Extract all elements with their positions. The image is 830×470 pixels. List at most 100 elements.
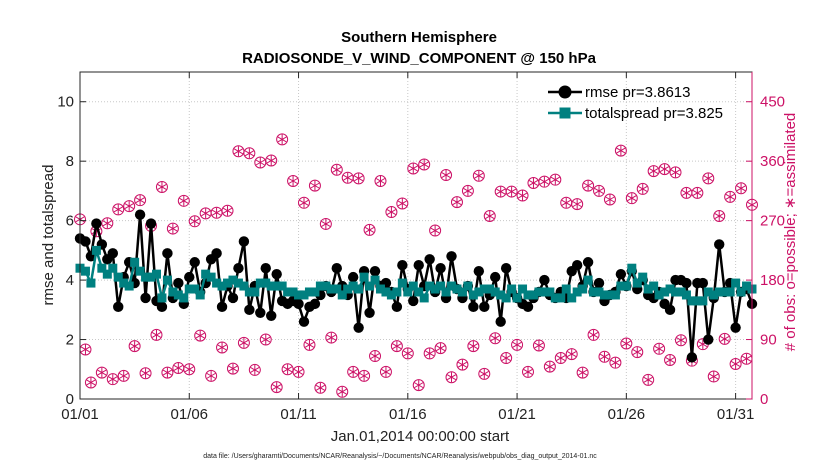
y-tick-label: 2: [66, 332, 74, 349]
totalspread-point: [605, 290, 615, 300]
totalspread-point: [539, 287, 549, 297]
y-tick-label: 4: [66, 272, 74, 289]
totalspread-point: [616, 281, 626, 291]
obs-possible-marker: [401, 347, 414, 360]
totalspread-point: [698, 296, 708, 306]
totalspread-point: [731, 278, 741, 288]
obs-assimilated-marker: [375, 176, 386, 186]
rmse-point: [162, 248, 173, 259]
rmse-point: [134, 209, 146, 220]
totalspread-point: [583, 275, 593, 285]
x-tick-label: 01/26: [608, 406, 646, 423]
totalspread-point: [479, 284, 489, 294]
totalspread-point: [102, 269, 112, 279]
obs-possible-marker: [112, 203, 125, 216]
obs-possible-marker: [549, 173, 562, 186]
totalspread-point: [561, 284, 571, 294]
x-tick-label: 01/21: [498, 406, 536, 423]
y-tick-label: 0: [66, 391, 74, 408]
obs-assimilated-marker: [643, 374, 653, 385]
obs-assimilated-marker: [654, 343, 664, 354]
totalspread-point: [299, 290, 309, 300]
obs-assimilated-marker: [239, 337, 249, 348]
obs-assimilated-marker: [572, 199, 582, 210]
totalspread-point: [381, 287, 391, 297]
obs-assimilated-marker: [359, 370, 369, 381]
obs-possible-marker: [161, 366, 174, 379]
totalspread-point: [687, 296, 697, 306]
rmse-point: [490, 271, 501, 283]
obs-assimilated-marker: [272, 382, 282, 393]
obs-assimilated-marker: [632, 347, 642, 358]
obs-assimilated-marker: [195, 330, 205, 341]
totalspread-point: [130, 257, 140, 267]
footnote: data file: /Users/gharamti/Documents/NCA…: [203, 453, 597, 460]
totalspread-point: [261, 278, 271, 288]
rmse-point: [211, 248, 222, 259]
obs-possible-marker: [614, 144, 627, 157]
rmse-point: [353, 322, 364, 333]
totalspread-point: [244, 287, 254, 297]
obs-possible-marker: [369, 350, 382, 363]
obs-assimilated-marker: [594, 185, 604, 196]
totalspread-point: [665, 284, 675, 294]
obs-possible-marker: [576, 366, 589, 379]
totalspread-point: [212, 278, 222, 288]
obs-assimilated-marker: [381, 366, 391, 377]
obs-assimilated-marker: [627, 193, 637, 204]
rmse-point: [293, 298, 304, 310]
obs-possible-marker: [554, 352, 567, 365]
obs-assimilated-marker: [725, 191, 735, 202]
totalspread-point: [594, 287, 604, 297]
rmse-point: [435, 263, 446, 274]
obs-assimilated-marker: [217, 342, 227, 353]
obs-assimilated-marker: [255, 157, 265, 168]
y-tick-label: 6: [66, 213, 74, 230]
obs-assimilated-marker: [556, 353, 566, 364]
obs-assimilated-marker: [446, 372, 457, 383]
obs-assimilated-marker: [599, 351, 610, 362]
y2-tick-label: 90: [760, 332, 777, 349]
obs-assimilated-marker: [605, 194, 615, 205]
totalspread-point: [119, 278, 129, 288]
obs-assimilated-marker: [315, 382, 325, 393]
totalspread-point: [375, 284, 385, 294]
obs-possible-marker: [609, 356, 622, 369]
obs-assimilated-marker: [436, 343, 446, 354]
obs-assimilated-marker: [86, 377, 96, 388]
obs-possible-marker: [308, 179, 321, 192]
x-tick-label: 01/06: [170, 406, 208, 423]
rmse-point: [266, 310, 277, 321]
obs-possible-marker: [303, 338, 316, 351]
obs-possible-marker: [467, 340, 480, 353]
obs-possible-marker: [330, 163, 343, 176]
totalspread-point: [638, 272, 648, 282]
y2-tick-label: 450: [760, 94, 785, 111]
totalspread-point: [523, 290, 533, 300]
obs-possible-marker: [522, 365, 534, 378]
obs-possible-marker: [325, 331, 338, 344]
totalspread-point: [736, 287, 746, 297]
totalspread-point: [490, 287, 500, 297]
totalspread-point: [742, 281, 752, 291]
obs-assimilated-marker: [113, 204, 123, 215]
obs-possible-marker: [336, 385, 349, 398]
totalspread-point: [550, 293, 560, 303]
totalspread-point: [419, 293, 429, 303]
obs-assimilated-marker: [206, 370, 216, 381]
totalspread-point: [294, 290, 304, 300]
rmse-point: [216, 301, 228, 313]
obs-possible-marker: [653, 342, 666, 355]
obs-assimilated-marker: [479, 368, 489, 379]
legend-totalspread-marker: [559, 107, 571, 119]
obs-assimilated-marker: [649, 166, 659, 177]
obs-possible-marker: [396, 197, 409, 210]
obs-possible-marker: [270, 381, 283, 394]
rmse-point: [145, 218, 157, 229]
totalspread-point: [714, 287, 724, 297]
totalspread-point: [572, 287, 582, 297]
totalspread-point: [266, 281, 276, 291]
rmse-point: [479, 301, 490, 313]
obs-possible-marker: [456, 358, 469, 371]
obs-assimilated-marker: [414, 380, 424, 391]
